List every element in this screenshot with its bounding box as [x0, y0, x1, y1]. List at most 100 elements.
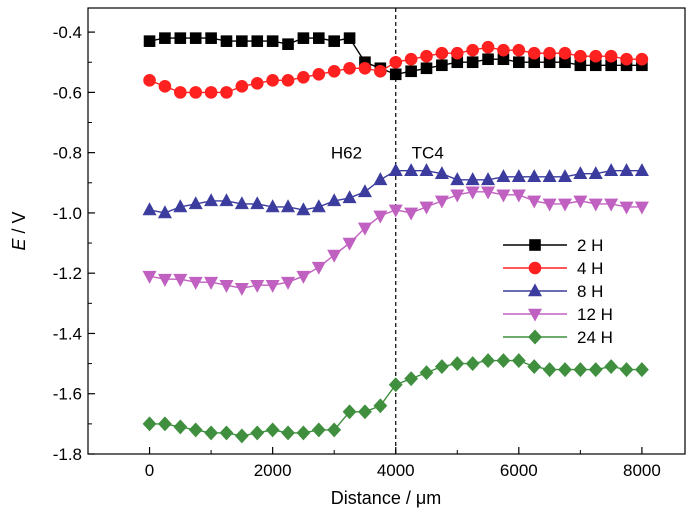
data-point	[465, 172, 480, 186]
data-point	[513, 56, 525, 69]
data-point	[573, 166, 588, 180]
series-2h	[143, 32, 648, 81]
data-point	[188, 196, 203, 210]
data-point	[527, 195, 542, 209]
data-point	[188, 276, 203, 290]
data-point	[419, 163, 434, 177]
data-point	[481, 186, 496, 200]
data-point	[265, 422, 280, 438]
data-point	[234, 196, 249, 210]
data-point	[342, 190, 357, 204]
data-point	[435, 46, 449, 60]
data-point	[620, 52, 633, 66]
data-point	[404, 52, 418, 66]
data-point	[204, 86, 218, 99]
data-point	[588, 362, 603, 378]
data-point	[159, 32, 171, 44]
data-point	[204, 425, 219, 441]
legend-label: 2 H	[577, 236, 603, 255]
data-point	[420, 49, 433, 63]
data-point	[558, 362, 572, 378]
data-point	[327, 249, 342, 263]
data-point	[250, 77, 264, 90]
data-point	[158, 416, 172, 432]
data-point	[142, 416, 157, 432]
region-label: TC4	[412, 144, 444, 163]
legend-marker	[529, 239, 541, 251]
data-point	[328, 35, 340, 47]
data-point	[588, 198, 603, 212]
data-point	[511, 353, 526, 369]
data-point	[327, 193, 342, 207]
data-point	[281, 425, 295, 441]
data-point	[219, 425, 234, 441]
data-point	[189, 86, 203, 99]
data-point	[635, 52, 649, 66]
data-point	[327, 422, 342, 438]
data-point	[189, 32, 202, 44]
y-tick-label: -1.2	[53, 264, 82, 283]
x-tick-label: 0	[145, 461, 154, 480]
data-point	[374, 64, 387, 78]
data-point	[342, 237, 357, 251]
data-point	[174, 86, 187, 99]
data-point	[265, 199, 280, 213]
data-point	[619, 163, 634, 177]
data-point	[527, 359, 542, 375]
data-point	[265, 279, 280, 293]
legend-marker	[528, 261, 542, 275]
y-tick-label: -1.6	[53, 385, 82, 404]
axes-ticks: 0 2000 4000 6000 8000 -0.4 -0.6 -0.8 -1.0 -1.2 -1.…	[53, 23, 661, 480]
data-point	[220, 86, 233, 99]
data-point	[527, 46, 541, 60]
legend: 2 H 4 H 8 H 12 H 24 H	[503, 236, 613, 347]
legend-label: 4 H	[577, 259, 603, 278]
data-point	[188, 422, 203, 438]
data-point	[496, 169, 511, 183]
data-point	[143, 35, 156, 47]
data-point	[312, 32, 325, 44]
data-point	[266, 35, 279, 47]
series-12h	[142, 186, 649, 296]
data-point	[204, 193, 219, 207]
data-point	[250, 425, 265, 441]
data-point	[557, 198, 572, 212]
data-point	[589, 49, 603, 63]
data-point	[634, 163, 649, 177]
data-point	[389, 55, 403, 69]
data-point	[466, 43, 479, 57]
data-point	[404, 163, 419, 177]
data-point	[436, 59, 448, 72]
legend-item: 2 H	[503, 236, 603, 255]
data-point	[234, 428, 249, 444]
data-point	[604, 49, 618, 63]
legend-label: 12 H	[577, 305, 613, 324]
data-point	[235, 80, 249, 93]
data-point	[465, 356, 480, 372]
data-point	[573, 195, 588, 209]
data-point	[619, 201, 634, 215]
x-tick-label: 6000	[500, 461, 538, 480]
x-tick-label: 4000	[377, 461, 415, 480]
data-point	[373, 210, 388, 224]
y-tick-label: -0.6	[53, 83, 82, 102]
data-point	[542, 169, 557, 183]
data-point	[219, 279, 234, 293]
data-point	[388, 163, 403, 177]
data-point	[511, 169, 526, 183]
series-layer	[142, 32, 649, 444]
data-point	[250, 196, 265, 210]
data-point	[434, 195, 449, 209]
legend-label: 8 H	[577, 282, 603, 301]
data-point	[450, 189, 465, 203]
data-point	[174, 32, 187, 44]
y-axis-title: E / V	[9, 211, 29, 250]
data-point	[204, 276, 219, 290]
data-point	[466, 56, 479, 69]
legend-marker	[528, 329, 542, 345]
data-point	[282, 38, 294, 50]
data-point	[635, 362, 649, 378]
data-point	[527, 169, 542, 183]
data-point	[219, 193, 234, 207]
